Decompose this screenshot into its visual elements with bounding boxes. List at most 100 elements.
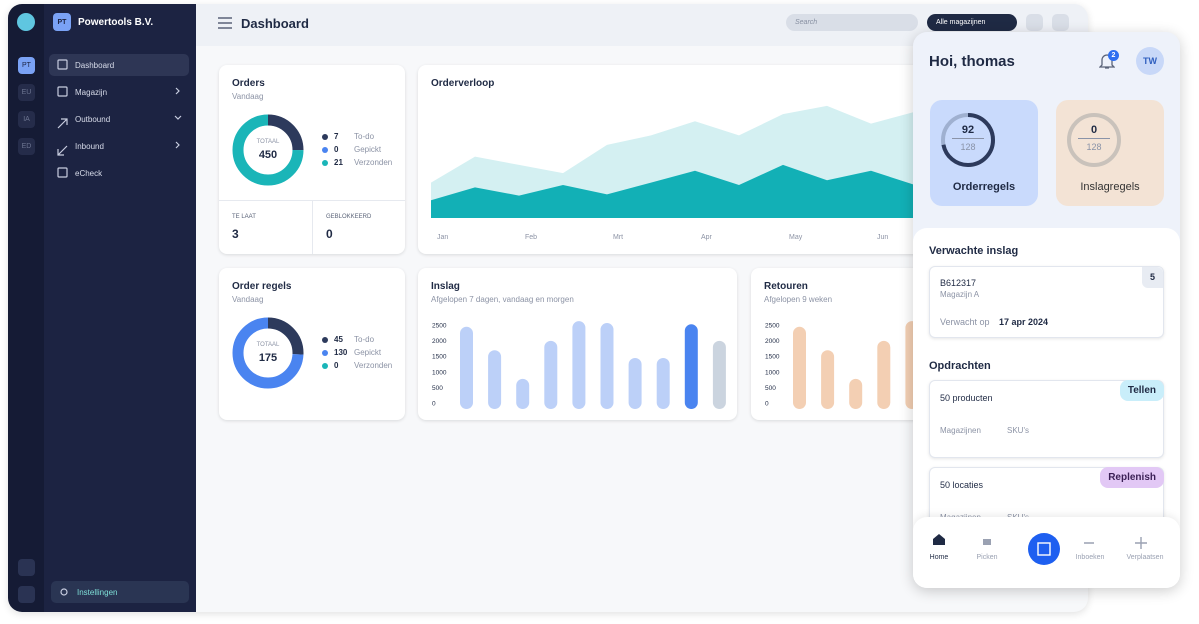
card-subtitle: Afgelopen 9 weken	[764, 295, 833, 304]
ring-progress	[941, 113, 995, 167]
legend-value: 21	[334, 158, 343, 167]
stat-value: 0	[326, 227, 333, 241]
task-card[interactable]: 50 producten Tellen Magazijnen SKU's	[929, 380, 1164, 458]
task-title: 50 producten	[940, 393, 993, 403]
nav-tab[interactable]: Home	[929, 554, 949, 561]
scan-button[interactable]	[1028, 533, 1060, 565]
legend-dot	[322, 146, 328, 153]
section-title: Opdrachten	[929, 360, 991, 372]
settings-button[interactable]	[1052, 14, 1069, 31]
nav-item[interactable]: eCheck	[75, 168, 103, 178]
org-badge: PT	[53, 13, 71, 31]
card-subtitle: Vandaag	[232, 295, 264, 304]
tile-label: Orderregels	[952, 181, 1016, 193]
workspace[interactable]: EU	[18, 84, 35, 101]
nav-item[interactable]: Inbound	[75, 141, 104, 151]
user-avatar[interactable]	[17, 13, 35, 31]
task-col: SKU's	[1007, 426, 1029, 435]
nav-icons	[57, 59, 182, 596]
order-regels-card: Order regels Vandaag TOTAAL 175 45 To-do …	[219, 268, 405, 420]
card-title: Retouren	[764, 281, 808, 292]
donut-total: 450	[258, 149, 278, 161]
expected-code: B612317	[940, 278, 977, 288]
nav-tab[interactable]: Picken	[976, 554, 998, 561]
expected-warehouse: Magazijn A	[940, 290, 980, 299]
legend-item: 0 Gepickt	[322, 143, 392, 156]
legend-dot	[322, 133, 328, 140]
legend-value: 0	[334, 145, 339, 154]
legend-dot	[322, 159, 328, 166]
bottom-nav: Home Picken Inboeken Verplaatsen	[913, 517, 1180, 588]
warehouse-select[interactable]: Alle magazijnen	[927, 14, 1017, 31]
legend-value: 45	[334, 335, 343, 344]
legend-item: 7 To-do	[322, 130, 392, 143]
divider	[1078, 138, 1110, 139]
card-title: Orderverloop	[431, 78, 495, 89]
legend-value: 0	[334, 361, 339, 370]
task-col: Magazijnen	[940, 426, 981, 435]
legend-dot	[322, 362, 328, 369]
legend: 45 To-do 130 Gepickt 0 Verzonden	[322, 333, 392, 372]
mobile-panel: Hoi, thomas 2 TW 92 128 Orderregels 0 12…	[913, 32, 1180, 588]
divider	[952, 138, 984, 139]
workspace[interactable]: IA	[18, 111, 35, 128]
legend-item: 0 Verzonden	[322, 359, 392, 372]
stat-label: GEBLOKKEERD	[326, 214, 372, 220]
card-subtitle: Afgelopen 7 dagen, vandaag en morgen	[431, 295, 574, 304]
legend: 7 To-do 0 Gepickt 21 Verzonden	[322, 130, 392, 169]
theme-button[interactable]	[1026, 14, 1043, 31]
ring-track	[1067, 113, 1121, 167]
tile-value: 0	[1090, 124, 1098, 136]
legend-label: Gepickt	[354, 145, 382, 154]
stat-value: 3	[232, 227, 239, 241]
expected-card[interactable]: B612317 Magazijn A 5 Verwacht op 17 apr …	[929, 266, 1164, 338]
org-name[interactable]: Powertools B.V.	[78, 17, 154, 28]
divider	[312, 200, 313, 254]
greeting: Hoi, thomas	[929, 53, 1015, 70]
menu-icon[interactable]	[218, 17, 232, 29]
task-tag: Replenish	[1100, 467, 1164, 488]
legend-dot	[322, 336, 328, 343]
expected-count: 5	[1142, 267, 1163, 288]
nav-item[interactable]: Magazijn	[75, 87, 108, 97]
section-title: Verwachte inslag	[929, 245, 1019, 257]
donut-label: TOTAAL	[256, 139, 280, 145]
tile-total: 128	[960, 142, 976, 152]
search-box[interactable]: Search	[786, 14, 918, 31]
card-title: Inslag	[431, 281, 460, 292]
card-title: Orders	[232, 78, 265, 89]
nav-icons	[933, 534, 1147, 556]
donut-label: TOTAAL	[256, 342, 280, 348]
inslag-card: Inslag Afgelopen 7 dagen, vandaag en mor…	[418, 268, 737, 420]
card-title: Order regels	[232, 281, 292, 292]
stat-label: TE LAAT	[232, 214, 256, 220]
workspace[interactable]: PT	[18, 57, 35, 74]
card-subtitle: Vandaag	[232, 92, 264, 101]
legend-dot	[322, 349, 328, 356]
legend-label: Verzonden	[354, 361, 393, 370]
workspace[interactable]: ED	[18, 138, 35, 155]
legend-label: To-do	[354, 132, 375, 141]
orders-card: Orders Vandaag TOTAAL 450 7 To-do 0 Gepick…	[219, 65, 405, 254]
avatar[interactable]: TW	[1136, 47, 1164, 75]
nav-item[interactable]: Dashboard	[49, 54, 189, 76]
legend-value: 130	[334, 348, 348, 357]
tile-label: Inslagregels	[1080, 181, 1140, 193]
nav-tab[interactable]: Inboeken	[1075, 554, 1105, 561]
notification-badge: 2	[1108, 50, 1119, 61]
settings-button[interactable]: Instellingen	[51, 581, 189, 603]
legend-item: 21 Verzonden	[322, 156, 392, 169]
legend-label: To-do	[354, 335, 375, 344]
nav-tab[interactable]: Verplaatsen	[1126, 554, 1164, 561]
date-label: Verwacht op	[940, 317, 990, 327]
settings-icon[interactable]	[18, 559, 35, 576]
logout-icon[interactable]	[18, 586, 35, 603]
date-value: 17 apr 2024	[999, 317, 1049, 327]
nav-item[interactable]: Outbound	[75, 114, 111, 124]
workspace-rail: PT EU IA ED	[8, 4, 44, 612]
legend-label: Gepickt	[354, 348, 382, 357]
tile-total: 128	[1086, 142, 1102, 152]
tile-value: 92	[961, 124, 975, 136]
task-title: 50 locaties	[940, 480, 984, 490]
